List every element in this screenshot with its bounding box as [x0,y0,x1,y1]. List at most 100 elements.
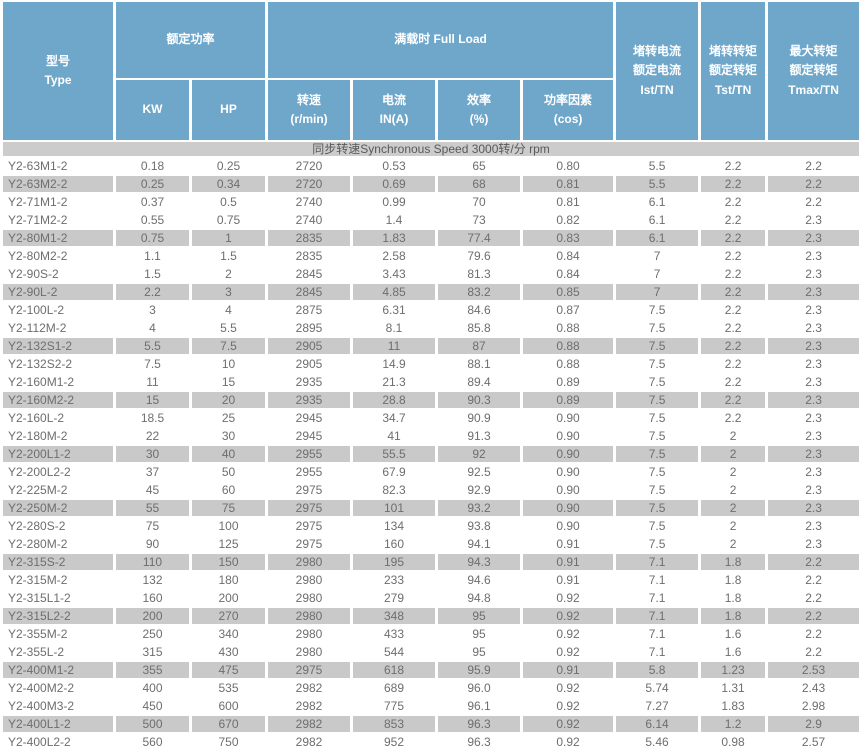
value-cell: 180 [218,573,239,587]
col-header-max-torque: 最大转矩 额定转矩 Tmax/TN [768,2,860,140]
value-cell: 2.2 [701,284,766,300]
value-cell: 2 [701,446,766,462]
value-cell: 6.31 [382,303,406,317]
value-cell: 7 [653,267,661,281]
table-row: Y2-200L1-2 30 40 2955 55.5 92 0.90 7.5 2 2.3 [3,446,860,462]
value-cell: 34.7 [382,411,406,425]
value-cell: 0.90 [556,429,580,443]
value-cell: 233 [384,573,405,587]
value-cell: 7.5 [648,375,666,389]
value-cell: 132 [142,573,163,587]
value-cell: 94.1 [467,537,491,551]
value-cell: 2.2 [724,303,742,317]
model-cell: Y2-280S-2 [8,519,66,533]
table-row: Y2-200L2-2 37 50 2955 67.9 92.5 0.90 7.5 2 2.3 [3,464,859,480]
value-cell: 110 [116,554,189,570]
value-cell: 15 [116,392,189,408]
value-cell: 750 [218,735,239,749]
value-cell: 125 [218,537,239,551]
value-cell: 2.2 [805,591,822,605]
value-cell: 7 [653,249,661,263]
value-cell: 96.3 [438,716,521,732]
value-cell: 775 [384,699,405,713]
value-cell: 96.3 [467,735,491,749]
value-cell: 2905 [295,357,323,371]
value-cell: 0.88 [556,321,580,335]
value-cell: 0.80 [556,159,580,173]
value-cell: 0.91 [556,537,580,551]
value-cell: 95 [472,645,486,659]
table-row: Y2-63M2-2 0.25 0.34 2720 0.69 68 0.81 5.5 2.2 2.2 [3,176,860,192]
value-cell: 270 [192,608,266,624]
value-cell: 2.2 [724,375,742,389]
model-cell: Y2-180M-2 [8,429,68,443]
value-cell: 5.5 [616,176,699,192]
value-cell: 0.75 [216,213,241,227]
col-header-power-factor: 功率因素 (cos) [523,80,614,140]
col-header-full-load: 满载时 Full Load [268,2,614,78]
value-cell: 0.25 [116,176,189,192]
value-cell: 25 [221,411,236,425]
value-cell: 0.87 [556,303,580,317]
value-cell: 0.81 [523,176,614,192]
table-row: Y2-90S-2 1.5 2 2845 3.43 81.3 0.84 7 2.2 2.3 [3,266,859,282]
value-cell: 92.5 [467,465,491,479]
value-cell: 6.1 [648,195,666,209]
value-cell: 83.2 [438,284,521,300]
value-cell: 45 [145,483,160,497]
value-cell: 2945 [295,411,323,425]
value-cell: 2975 [295,519,323,533]
value-cell: 68 [438,176,521,192]
value-cell: 77.4 [438,230,521,246]
value-cell: 7.5 [144,357,161,371]
col-header-speed: 转速 (r/min) [268,80,351,140]
value-cell: 2975 [295,537,323,551]
value-cell: 2.3 [805,429,822,443]
value-cell: 2980 [295,573,323,587]
value-cell: 2982 [295,735,323,749]
value-cell: 2895 [295,321,323,335]
value-cell: 134 [384,519,405,533]
table-row: Y2-355L-2 315 430 2980 544 95 0.92 7.1 1.6 2.2 [3,644,859,660]
value-cell: 7.5 [192,338,266,354]
table-row: Y2-90L-2 2.2 3 2845 4.85 83.2 0.85 7 2.2 2.3 [3,284,860,300]
model-cell: Y2-400L2-2 [8,735,71,749]
value-cell: 1.83 [721,699,745,713]
model-cell: Y2-280M-2 [8,537,68,551]
value-cell: 2.2 [805,195,822,209]
table-row: Y2-225M-2 45 60 2975 82.3 92.9 0.90 7.5 2 2.3 [3,482,859,498]
model-cell: Y2-355M-2 [8,627,68,641]
value-cell: 2980 [295,627,323,641]
header-row-top: 型号 Type 额定功率 满载时 Full Load 堵转电流 额定电流 Ist… [3,2,860,140]
value-cell: 2.3 [768,500,860,516]
value-cell: 75 [192,500,266,516]
value-cell: 2720 [268,176,351,192]
value-cell: 1.8 [724,591,742,605]
value-cell: 2.3 [805,321,822,335]
value-cell: 0.84 [556,267,580,281]
value-cell: 2.3 [768,338,860,354]
model-cell: Y2-400M1-2 [3,662,113,678]
value-cell: 30 [116,446,189,462]
value-cell: 430 [218,645,239,659]
value-cell: 0.81 [556,195,580,209]
value-cell: 400 [142,681,163,695]
value-cell: 0.90 [556,465,580,479]
value-cell: 75 [145,519,160,533]
value-cell: 2 [729,465,737,479]
table-row: Y2-400M1-2 355 475 2975 618 95.9 0.91 5.8 1.23 2.… [3,662,860,678]
table-row: Y2-400L1-2 500 670 2982 853 96.3 0.92 6.14 1.2 2.… [3,716,860,732]
table-row: Y2-315S-2 110 150 2980 195 94.3 0.91 7.1 1.8 2.2 [3,554,860,570]
value-cell: 0.18 [140,159,165,173]
table-row: Y2-160L-2 18.5 25 2945 34.7 90.9 0.90 7.5 2.2 2.3 [3,410,859,426]
value-cell: 5.46 [645,735,669,749]
value-cell: 2.2 [724,321,742,335]
table-row: Y2-160M1-2 11 15 2935 21.3 89.4 0.89 7.5 2.2 2.3 [3,374,859,390]
value-cell: 2.2 [805,159,822,173]
model-cell: Y2-400M2-2 [8,681,75,695]
value-cell: 2.2 [768,608,860,624]
value-cell: 18.5 [140,411,165,425]
value-cell: 0.88 [523,338,614,354]
model-cell: Y2-315L2-2 [3,608,113,624]
